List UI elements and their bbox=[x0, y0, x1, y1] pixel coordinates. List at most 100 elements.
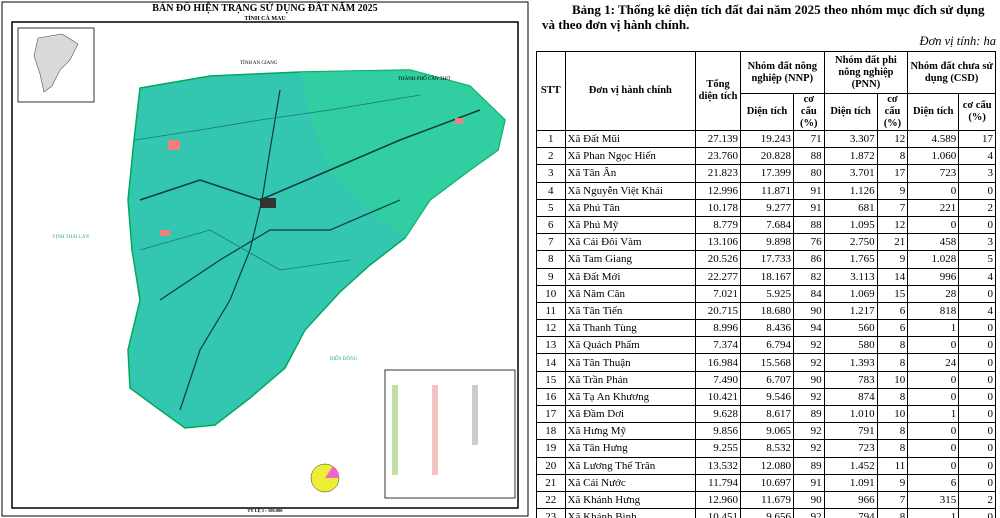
table-cell: 7 bbox=[876, 198, 909, 217]
table-cell: 8 bbox=[876, 422, 909, 441]
legend-swatches bbox=[392, 385, 478, 475]
table-cell: 794 bbox=[823, 508, 878, 518]
table-cell: 24 bbox=[907, 353, 960, 372]
table-cell: 1.069 bbox=[823, 284, 878, 303]
table-cell: 90 bbox=[793, 301, 825, 321]
table-cell: 9.898 bbox=[739, 233, 795, 252]
table-cell: 20.715 bbox=[695, 301, 741, 321]
header-cell: Tổng diện tích bbox=[695, 51, 741, 131]
table-cell: 9.546 bbox=[739, 387, 795, 407]
table-cell: 9.065 bbox=[739, 422, 795, 441]
table-cell: Xã Đất Mới bbox=[564, 267, 697, 286]
table-cell: 2 bbox=[958, 198, 996, 217]
table-cell: 80 bbox=[793, 164, 825, 183]
table-cell: 1 bbox=[907, 404, 960, 424]
table-cell: 90 bbox=[793, 490, 825, 510]
table-cell: 0 bbox=[907, 181, 960, 200]
table-row: 10 Xã Năm Căn 7.021 5.925 84 1.069 15 28 0 bbox=[536, 284, 996, 303]
table-cell: 89 bbox=[793, 456, 825, 475]
table-cell: 12.080 bbox=[739, 456, 795, 475]
header-cell: Nhóm đất nông nghiệp (NNP) bbox=[739, 51, 825, 94]
table-row: 11 Xã Tân Tiến 20.715 18.680 90 1.217 6 818 4 bbox=[536, 301, 996, 321]
table-cell: 86 bbox=[793, 250, 825, 269]
table-cell: 0 bbox=[958, 370, 996, 389]
table-cell: 6 bbox=[876, 301, 909, 321]
table-row: 13 Xã Quách Phẩm 7.374 6.794 92 580 8 0 0 bbox=[536, 336, 996, 355]
table-cell: 3 bbox=[958, 164, 996, 183]
stats-table: STT Đơn vị hành chính Tổng diện tích Nhó… bbox=[536, 51, 996, 518]
land-zone bbox=[300, 70, 505, 238]
table-cell: 7.490 bbox=[695, 370, 741, 389]
table-cell: 15.568 bbox=[739, 353, 795, 372]
table-cell: 20.526 bbox=[695, 250, 741, 269]
table-row: 1 Xã Đất Mũi 27.139 19.243 71 3.307 12 4.589 17 bbox=[536, 129, 996, 149]
table-cell: 8.779 bbox=[695, 215, 741, 235]
table-cell: 783 bbox=[823, 370, 878, 389]
table-cell: 19.243 bbox=[739, 129, 795, 149]
table-cell: 1 bbox=[907, 508, 960, 518]
table-cell: 12.960 bbox=[695, 490, 741, 510]
table-cell: 221 bbox=[907, 198, 960, 217]
table-cell: Xã Đầm Dơi bbox=[564, 404, 697, 424]
table-cell: 10 bbox=[876, 404, 909, 424]
table-cell: 0 bbox=[958, 319, 996, 338]
table-cell: 0 bbox=[907, 215, 960, 235]
table-cell: 681 bbox=[823, 198, 878, 217]
table-row: 23 Xã Khánh Bình 10.451 9.656 92 794 8 1 0 bbox=[536, 508, 996, 518]
table-cell: Xã Cái Nước bbox=[564, 473, 697, 492]
table-cell: 20 bbox=[536, 456, 566, 475]
table-cell: 7 bbox=[876, 490, 909, 510]
header-cell: Nhóm đất chưa sử dụng (CSD) bbox=[907, 51, 996, 94]
table-cell: 1.217 bbox=[823, 301, 878, 321]
table-cell: 996 bbox=[907, 267, 960, 286]
table-cell: Xã Tân Ân bbox=[564, 164, 697, 183]
table-row: 4 Xã Nguyễn Việt Khái 12.996 11.871 91 1.126 9… bbox=[536, 181, 996, 200]
table-cell: 0 bbox=[907, 387, 960, 407]
table-cell: 14 bbox=[876, 267, 909, 286]
table-cell: 4 bbox=[958, 267, 996, 286]
table-cell: 0 bbox=[958, 404, 996, 424]
table-cell: 19 bbox=[536, 439, 566, 458]
table-cell: 88 bbox=[793, 147, 825, 166]
table-cell: 17.399 bbox=[739, 164, 795, 183]
table-cell: 28 bbox=[907, 284, 960, 303]
table-cell: 0 bbox=[907, 370, 960, 389]
table-cell: Xã Cái Đôi Vàm bbox=[564, 233, 697, 252]
table-cell: 1.393 bbox=[823, 353, 878, 372]
table-cell: 82 bbox=[793, 267, 825, 286]
table-cell: 9 bbox=[876, 250, 909, 269]
table-cell: 1 bbox=[907, 319, 960, 338]
table-cell: 10 bbox=[876, 370, 909, 389]
table-cell: 8 bbox=[876, 147, 909, 166]
table-cell: 8.436 bbox=[739, 319, 795, 338]
table-cell: 0 bbox=[958, 456, 996, 475]
table-cell: 27.139 bbox=[695, 129, 741, 149]
table-cell: 8 bbox=[876, 508, 909, 518]
urban-area bbox=[455, 118, 463, 124]
table-cell: 12 bbox=[876, 215, 909, 235]
table-row: 17 Xã Đầm Dơi 9.628 8.617 89 1.010 10 1 0 bbox=[536, 404, 996, 424]
table-cell: 21 bbox=[876, 233, 909, 252]
table-cell: 8 bbox=[876, 353, 909, 372]
table-cell: 76 bbox=[793, 233, 825, 252]
table-cell: 1.028 bbox=[907, 250, 960, 269]
table-cell: Xã Phan Ngọc Hiển bbox=[564, 147, 697, 166]
table-cell: 0 bbox=[958, 215, 996, 235]
urban-area bbox=[160, 230, 170, 236]
table-cell: 9.255 bbox=[695, 439, 741, 458]
table-cell: 6 bbox=[536, 215, 566, 235]
table-cell: 91 bbox=[793, 181, 825, 200]
table-row: 5 Xã Phú Tân 10.178 9.277 91 681 7 221 2 bbox=[536, 198, 996, 217]
table-cell: 84 bbox=[793, 284, 825, 303]
table-cell: 3 bbox=[958, 233, 996, 252]
table-cell: 3.113 bbox=[823, 267, 878, 286]
table-cell: 3 bbox=[536, 164, 566, 183]
table-cell: 0 bbox=[958, 284, 996, 303]
table-cell: 7.684 bbox=[739, 215, 795, 235]
table-cell: 12.996 bbox=[695, 181, 741, 200]
map-scale: TỶ LỆ 1 : 100.000 bbox=[247, 508, 283, 513]
sea-label: VỊNH THÁI LAN bbox=[52, 234, 90, 240]
table-cell: 8 bbox=[876, 336, 909, 355]
table-unit: Đơn vị tính: ha bbox=[919, 34, 996, 48]
